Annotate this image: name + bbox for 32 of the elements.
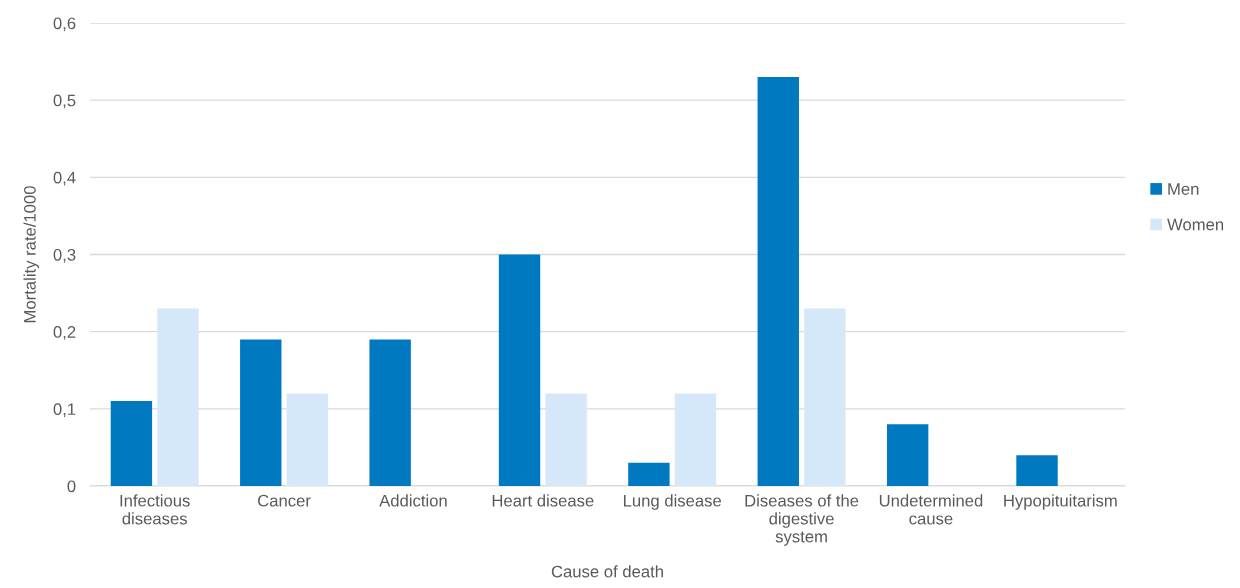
bar: [110, 401, 153, 486]
bar: [545, 393, 587, 486]
y-tick-label: 0,2: [53, 326, 76, 340]
bar: [757, 77, 799, 486]
legend-label: Men: [1168, 183, 1199, 195]
x-axis-title: Cause of death: [551, 565, 663, 578]
x-tick-label: Heart disease: [492, 494, 594, 507]
y-tick-label: 0,5: [53, 94, 76, 109]
y-tick-label: 0: [67, 480, 76, 493]
x-tick-label: Infectious diseases: [120, 494, 190, 525]
bar: [369, 339, 411, 486]
bar: [498, 254, 541, 486]
legend-label: Women: [1167, 218, 1224, 231]
y-axis-title: Mortality rate/1000: [23, 186, 40, 323]
bar: [804, 308, 846, 486]
y-tick-label: 0,4: [53, 171, 76, 186]
bar: [240, 339, 282, 486]
y-tick-label: 0,6: [53, 17, 76, 32]
bar: [886, 424, 929, 486]
x-tick-label: Lung disease: [623, 494, 722, 510]
y-tick-label: 0,1: [53, 403, 76, 418]
x-tick-label: Diseases of the digestive system: [745, 494, 859, 546]
bar: [286, 393, 329, 486]
y-tick-label: 0,3: [53, 248, 76, 263]
x-tick-label: Cancer: [258, 494, 311, 507]
bar: [157, 308, 199, 486]
x-tick-label: Hypopituitarism: [1004, 494, 1117, 510]
x-tick-label: Addiction: [379, 494, 447, 507]
bar: [628, 462, 670, 486]
x-tick-label: Undetermined cause: [879, 494, 983, 525]
bar: [674, 393, 717, 486]
bar: [1016, 455, 1058, 486]
